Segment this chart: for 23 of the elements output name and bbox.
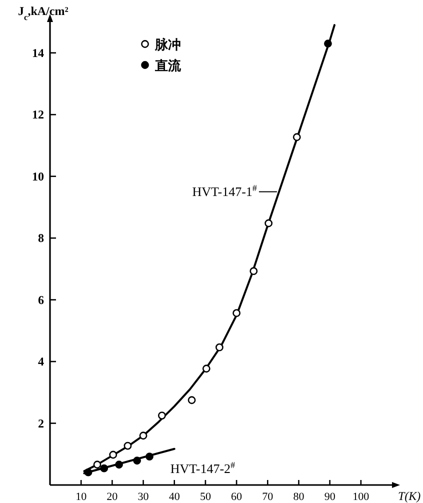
annotation: HVT-147-1$^{#}$ <box>192 182 258 199</box>
x-tick-label: 40 <box>168 491 180 503</box>
x-tick-label: 20 <box>106 491 118 503</box>
y-tick-label: 10 <box>32 169 44 184</box>
legend-label: 直流 <box>154 58 182 73</box>
x-tick-label: 100 <box>352 491 370 503</box>
x-tick-label: 30 <box>138 491 150 503</box>
x-tick-label: 80 <box>293 491 305 503</box>
annotation: HVT-147-2$^{#}$ <box>170 460 236 476</box>
y-tick-label: 12 <box>32 108 44 122</box>
x-tick-label: 90 <box>324 491 336 503</box>
x-axis-title: T(K) <box>398 489 421 503</box>
y-tick-label: 4 <box>38 354 44 369</box>
y-tick-label: 14 <box>32 46 44 60</box>
x-tick-label: 10 <box>76 491 88 503</box>
x-tick-label: 50 <box>200 491 212 503</box>
y-tick-label: 8 <box>38 231 44 246</box>
x-tick-label: 70 <box>262 491 274 503</box>
legend-label: 脉冲 <box>154 37 181 52</box>
x-tick-label: 60 <box>231 491 243 503</box>
y-tick-label: 6 <box>38 292 44 307</box>
y-axis-title: J$_{c}$,kA/cm² <box>18 4 69 22</box>
y-tick-label: 2 <box>38 416 44 430</box>
